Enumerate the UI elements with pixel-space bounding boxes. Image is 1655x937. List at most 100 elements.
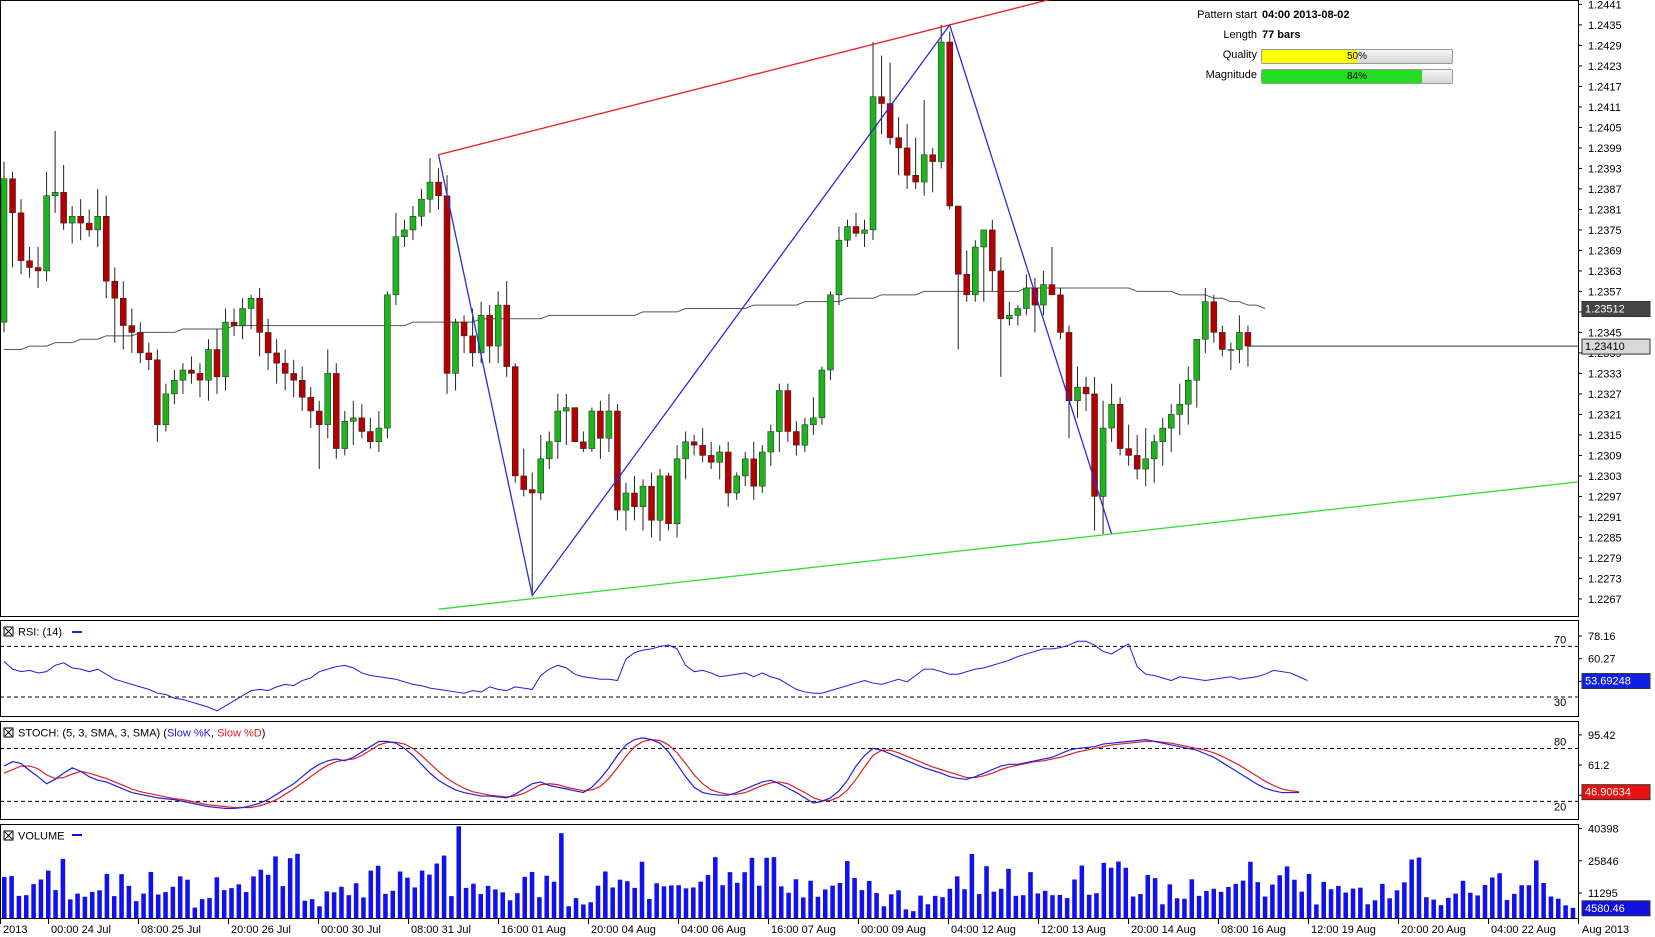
volume-bar xyxy=(280,886,286,918)
candle-bearish xyxy=(120,298,127,326)
volume-bar xyxy=(1314,904,1319,918)
volume-bar xyxy=(1468,892,1473,918)
candle-bullish xyxy=(1185,380,1192,405)
candle-bullish xyxy=(239,308,246,326)
volume-bar xyxy=(1079,865,1085,918)
candle-bullish xyxy=(1227,349,1235,351)
volume-bar xyxy=(815,896,821,918)
volume-bar xyxy=(1182,898,1187,918)
price-axis-label: 1.2285 xyxy=(1588,532,1622,544)
volume-panel-frame xyxy=(0,824,1579,919)
candle-bearish xyxy=(102,216,110,282)
candle-bearish xyxy=(111,280,119,299)
volume-bar xyxy=(1255,882,1261,918)
resistance-trendline xyxy=(438,0,1051,156)
volume-bar xyxy=(390,890,396,918)
volume-bar xyxy=(1336,885,1341,918)
moving-average-line xyxy=(4,287,1266,350)
stoch-legend-d: Slow %D xyxy=(217,728,262,740)
time-axis-label: 20:00 26 Jul xyxy=(231,924,291,936)
candle-bullish xyxy=(767,431,775,453)
volume-bar xyxy=(368,870,374,918)
volume-bar xyxy=(75,893,80,918)
time-axis-label: 04:00 22 Aug xyxy=(1491,924,1556,936)
candle-bullish xyxy=(375,427,383,443)
volume-bar xyxy=(976,894,982,918)
volume-bar xyxy=(1167,884,1173,918)
volume-bar xyxy=(463,887,469,918)
volume-bar xyxy=(654,883,659,918)
price-axis-label: 1.2279 xyxy=(1588,553,1622,565)
candle-bearish xyxy=(17,212,25,261)
volume-title-text: VOLUME xyxy=(18,831,64,843)
candle-bearish xyxy=(34,267,42,272)
volume-bar xyxy=(903,909,909,918)
volume-bar xyxy=(859,890,865,918)
volume-bar xyxy=(346,895,352,918)
volume-bar xyxy=(1094,893,1099,918)
candle-bullish xyxy=(1202,301,1209,340)
rsi-value-label-box xyxy=(1581,673,1651,690)
volume-bar xyxy=(456,826,462,918)
volume-bar xyxy=(1358,887,1363,918)
candle-bearish xyxy=(273,352,280,364)
volume-bar xyxy=(910,911,916,918)
volume-bar xyxy=(199,899,205,918)
volume-bar xyxy=(1086,894,1092,918)
candle-bullish xyxy=(1176,403,1184,415)
candle-bullish xyxy=(94,216,101,231)
candle-bearish xyxy=(128,325,136,333)
volume-bar xyxy=(1006,868,1011,918)
candle-bearish xyxy=(145,352,153,360)
candle-bullish xyxy=(222,321,229,378)
volume-bar xyxy=(1490,877,1495,918)
price-axis-label: 1.2375 xyxy=(1588,225,1622,237)
volume-bar xyxy=(837,883,843,918)
candle-bullish xyxy=(810,417,817,425)
volume-bar xyxy=(793,879,799,918)
support-trendline xyxy=(438,481,1579,610)
candle-bearish xyxy=(486,315,493,347)
volume-bar xyxy=(573,898,579,918)
candle-bearish xyxy=(614,410,621,511)
candle-bullish xyxy=(68,216,76,224)
volume-bar xyxy=(515,893,520,918)
volume-bar xyxy=(639,861,645,918)
volume-bar xyxy=(661,886,667,918)
volume-bar xyxy=(2,877,7,918)
volume-bar xyxy=(1240,880,1246,918)
stoch-legend-close: ) xyxy=(262,728,266,740)
volume-bar xyxy=(625,881,630,918)
candle-bearish xyxy=(26,260,33,268)
volume-bar xyxy=(60,858,66,918)
candle-bearish xyxy=(963,274,971,296)
volume-bar xyxy=(529,871,535,918)
candle-bullish xyxy=(818,369,826,419)
volume-bar xyxy=(544,875,549,918)
volume-bar xyxy=(1424,897,1429,918)
volume-title: VOLUME xyxy=(3,830,82,843)
length-value: 77 bars xyxy=(1262,29,1301,41)
candle-bearish xyxy=(1219,332,1226,350)
volume-bar xyxy=(969,854,975,918)
candle-bullish xyxy=(980,229,988,248)
volume-bar xyxy=(236,884,242,918)
volume-bar xyxy=(632,887,637,918)
candle-bearish xyxy=(358,417,366,432)
stoch-legend-k: Slow %K xyxy=(167,728,212,740)
price-layer xyxy=(0,0,1579,610)
volume-bar xyxy=(720,885,725,918)
candle-bearish xyxy=(707,455,715,463)
candle-bearish xyxy=(137,332,144,354)
volume-bar xyxy=(1394,890,1400,918)
candle-bullish xyxy=(452,321,459,374)
pattern-start-row: Pattern start 04:00 2013-08-02 xyxy=(1170,6,1555,26)
volume-bar xyxy=(1534,860,1539,918)
volume-bar xyxy=(581,904,586,918)
volume-bar xyxy=(119,874,124,918)
volume-bar xyxy=(705,875,711,918)
volume-bar xyxy=(1218,891,1224,918)
volume-bar xyxy=(1482,885,1488,918)
volume-bar xyxy=(361,897,366,918)
volume-bar xyxy=(1306,873,1312,918)
